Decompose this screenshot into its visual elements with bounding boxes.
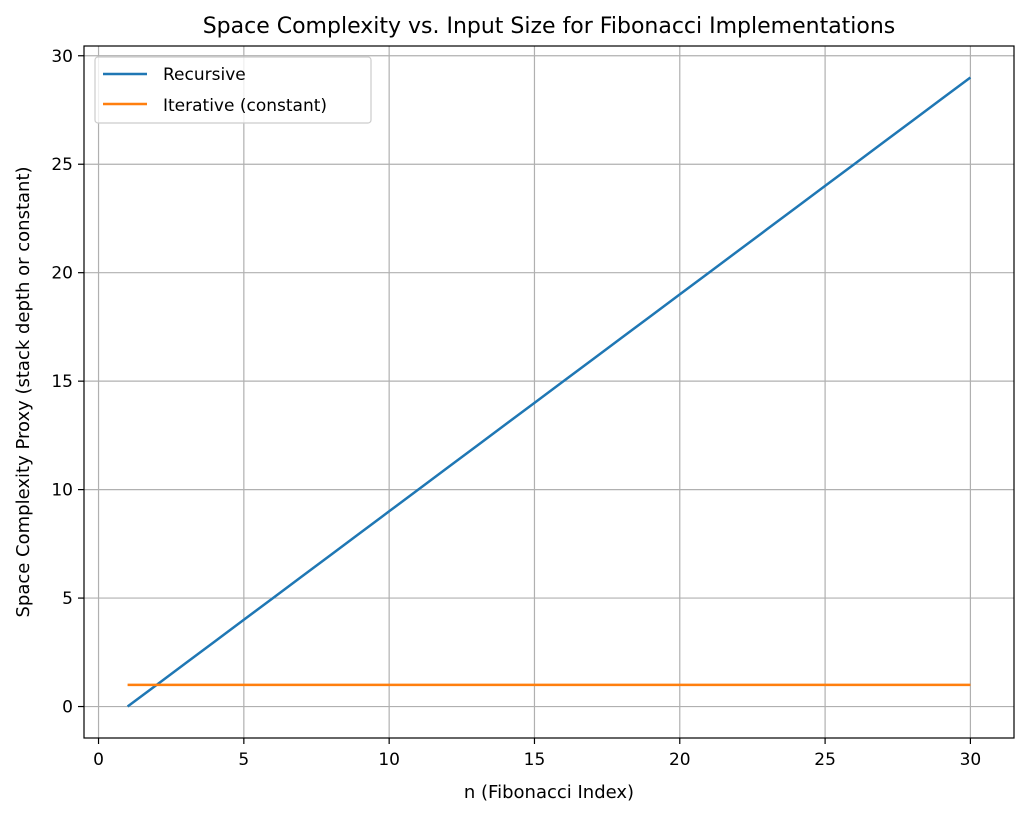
x-tick-label: 25 bbox=[814, 750, 836, 770]
ticks-group: 0 5 10 15 20 25 30 0 5 10 15 20 25 30 bbox=[51, 47, 981, 770]
y-tick-label: 10 bbox=[51, 481, 73, 501]
legend: Recursive Iterative (constant) bbox=[94, 56, 372, 124]
chart-title: Space Complexity vs. Input Size for Fibo… bbox=[203, 14, 896, 39]
series-line-recursive bbox=[126, 76, 972, 708]
y-tick-label: 30 bbox=[51, 47, 73, 67]
grid bbox=[84, 46, 1014, 738]
x-tick-label: 10 bbox=[378, 750, 400, 770]
x-tick-label: 15 bbox=[524, 750, 546, 770]
legend-label-iterative: Iterative (constant) bbox=[163, 96, 327, 116]
y-tick-label: 20 bbox=[51, 264, 73, 284]
series-group bbox=[126, 76, 972, 708]
x-tick-label: 5 bbox=[238, 750, 249, 770]
x-tick-label: 0 bbox=[93, 750, 104, 770]
plot-frame bbox=[83, 45, 1015, 739]
x-tick-label: 20 bbox=[669, 750, 691, 770]
legend-box bbox=[94, 56, 372, 124]
y-tick-label: 5 bbox=[62, 589, 73, 609]
y-tick-label: 15 bbox=[51, 372, 73, 392]
legend-label-recursive: Recursive bbox=[163, 65, 246, 85]
y-tick-label: 25 bbox=[51, 155, 73, 175]
y-tick-label: 0 bbox=[62, 698, 73, 718]
x-axis-label: n (Fibonacci Index) bbox=[464, 782, 634, 803]
y-axis-label: Space Complexity Proxy (stack depth or c… bbox=[13, 166, 34, 617]
x-tick-label: 30 bbox=[960, 750, 982, 770]
